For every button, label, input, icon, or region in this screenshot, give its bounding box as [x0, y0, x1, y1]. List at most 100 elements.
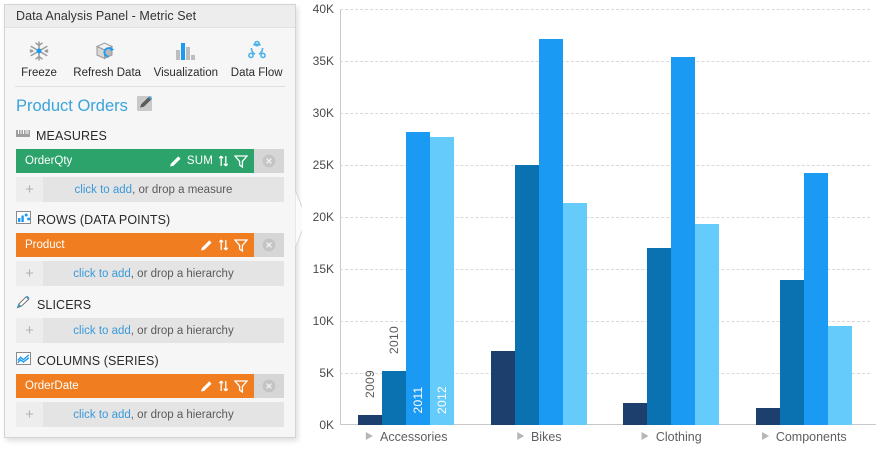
series-label-2012: 2012	[435, 386, 450, 414]
click-to-add-link[interactable]: click to add	[73, 324, 131, 337]
field-aggregation[interactable]: SUM	[186, 155, 213, 167]
bar-chart: 0K 5K 10K 15K 20K 25K 30K 35K 40K 2009 2010 2011 20…	[302, 0, 876, 456]
category-accessories[interactable]: Accessories	[365, 428, 447, 446]
data-flow-button[interactable]: Data Flow	[224, 36, 289, 81]
y-axis-tick-label: 30K	[312, 106, 334, 120]
freeze-button[interactable]: Freeze	[11, 36, 67, 81]
filter-funnel-icon[interactable]	[234, 379, 248, 393]
category-axis: Accessories Bikes Clothing Components	[340, 428, 870, 454]
drop-target-measures[interactable]: + click to add, or drop a measure	[16, 177, 284, 202]
bar-clothing-2011[interactable]	[671, 56, 696, 425]
plot-area: 0K 5K 10K 15K 20K 25K 30K 35K 40K 2009 2010 2011 20…	[313, 2, 870, 432]
edit-pencil-icon[interactable]	[200, 239, 213, 252]
bar-accessories-2011[interactable]: 2011	[406, 131, 431, 425]
panel-title: Data Analysis Panel - Metric Set	[16, 9, 197, 23]
field-pill-orderqty[interactable]: OrderQty SUM	[16, 149, 284, 173]
category-bikes[interactable]: Bikes	[516, 428, 562, 446]
drop-target-slicers[interactable]: + click to add, or drop a hierarchy	[16, 318, 284, 343]
expand-triangle-icon[interactable]	[365, 428, 374, 446]
y-axis-tick-label: 15K	[312, 262, 334, 276]
field-pill-body[interactable]: OrderDate	[16, 374, 254, 398]
bar-bikes-2011[interactable]	[538, 39, 563, 425]
field-name: Product	[25, 239, 65, 251]
expand-triangle-icon[interactable]	[516, 428, 525, 446]
data-flow-label: Data Flow	[230, 67, 283, 79]
toolbar-divider	[15, 86, 285, 87]
add-plus-icon[interactable]: +	[16, 177, 43, 202]
section-label-rows: ROWS (DATA POINTS)	[37, 213, 171, 227]
category-label: Components	[775, 430, 847, 444]
panel-toolbar: Freeze Refresh Data	[5, 28, 295, 84]
measures-icon	[16, 127, 30, 145]
metricset-name[interactable]: Product Orders	[16, 96, 128, 115]
bar-chart-icon	[173, 38, 199, 64]
field-pill-body[interactable]: Product	[16, 233, 254, 257]
gridline	[340, 9, 870, 10]
y-axis-tick-label: 25K	[312, 158, 334, 172]
add-plus-icon[interactable]: +	[16, 261, 43, 286]
y-axis-tick-label: 0K	[319, 418, 334, 432]
sort-icon[interactable]	[218, 238, 229, 252]
refresh-data-button[interactable]: Refresh Data	[67, 36, 147, 81]
bar-clothing-2012[interactable]	[695, 224, 720, 425]
click-to-add-link[interactable]: click to add	[73, 408, 131, 421]
bar-components-2010[interactable]	[779, 280, 804, 425]
expand-triangle-icon[interactable]	[641, 428, 650, 446]
visualization-button[interactable]: Visualization	[147, 36, 224, 81]
freeze-label: Freeze	[21, 67, 57, 79]
filter-funnel-icon[interactable]	[234, 238, 248, 252]
add-plus-icon[interactable]: +	[16, 318, 43, 343]
drop-prompt-rows: click to add, or drop a hierarchy	[43, 268, 284, 280]
bar-accessories-2012[interactable]: 2012	[430, 136, 455, 425]
gridline	[340, 373, 870, 374]
expand-triangle-icon[interactable]	[761, 428, 770, 446]
bar-bikes-2010[interactable]	[514, 165, 539, 425]
section-label-slicers: SLICERS	[37, 297, 92, 312]
columns-icon	[16, 352, 31, 370]
series-label-2011: 2011	[411, 386, 426, 414]
drop-prompt-measures: click to add, or drop a measure	[43, 184, 284, 196]
add-plus-icon[interactable]: +	[16, 402, 43, 427]
sort-icon[interactable]	[218, 154, 229, 168]
remove-field-button[interactable]	[254, 233, 284, 257]
edit-pencil-icon[interactable]	[169, 155, 182, 168]
bar-accessories-2010[interactable]: 2010	[382, 326, 407, 425]
bar-components-2009[interactable]	[755, 408, 780, 425]
remove-field-button[interactable]	[254, 374, 284, 398]
category-components[interactable]: Components	[761, 428, 847, 446]
click-to-add-link[interactable]: click to add	[74, 183, 133, 196]
metricset-header: Product Orders	[16, 94, 284, 118]
bar-clothing-2010[interactable]	[647, 248, 672, 425]
panel-titlebar: Data Analysis Panel - Metric Set	[5, 5, 295, 28]
bar-accessories-2009[interactable]: 2009	[358, 370, 383, 425]
field-pill-orderdate[interactable]: OrderDate	[16, 374, 284, 398]
gridline	[340, 269, 870, 270]
y-axis-tick-label: 20K	[312, 210, 334, 224]
y-axis-tick-label: 5K	[319, 366, 334, 380]
click-to-add-link[interactable]: click to add	[73, 267, 131, 280]
section-label-columns: COLUMNS (SERIES)	[37, 354, 159, 368]
filter-funnel-icon[interactable]	[234, 154, 248, 168]
gridline	[340, 113, 870, 114]
drop-target-columns[interactable]: + click to add, or drop a hierarchy	[16, 402, 284, 427]
drop-prompt-rest: , or drop a hierarchy	[130, 408, 234, 421]
gridline	[340, 217, 870, 218]
sort-icon[interactable]	[218, 379, 229, 393]
category-clothing[interactable]: Clothing	[641, 428, 702, 446]
bar-bikes-2012[interactable]	[562, 203, 587, 425]
drop-target-rows[interactable]: + click to add, or drop a hierarchy	[16, 261, 284, 286]
gridline	[340, 165, 870, 166]
edit-pencil-icon[interactable]	[200, 380, 213, 393]
refresh-cube-icon	[94, 38, 120, 64]
remove-field-button[interactable]	[254, 149, 284, 173]
field-pill-body[interactable]: OrderQty SUM	[16, 149, 254, 173]
field-pill-product[interactable]: Product	[16, 233, 284, 257]
edit-pencil-icon[interactable]	[135, 94, 154, 118]
bar-components-2011[interactable]	[803, 173, 828, 425]
panel-collapse-handle[interactable]	[294, 191, 308, 247]
section-header-rows: ROWS (DATA POINTS)	[16, 211, 284, 229]
bar-components-2012[interactable]	[827, 326, 852, 425]
bar-bikes-2009[interactable]	[490, 350, 515, 425]
bar-clothing-2009[interactable]	[623, 402, 648, 425]
